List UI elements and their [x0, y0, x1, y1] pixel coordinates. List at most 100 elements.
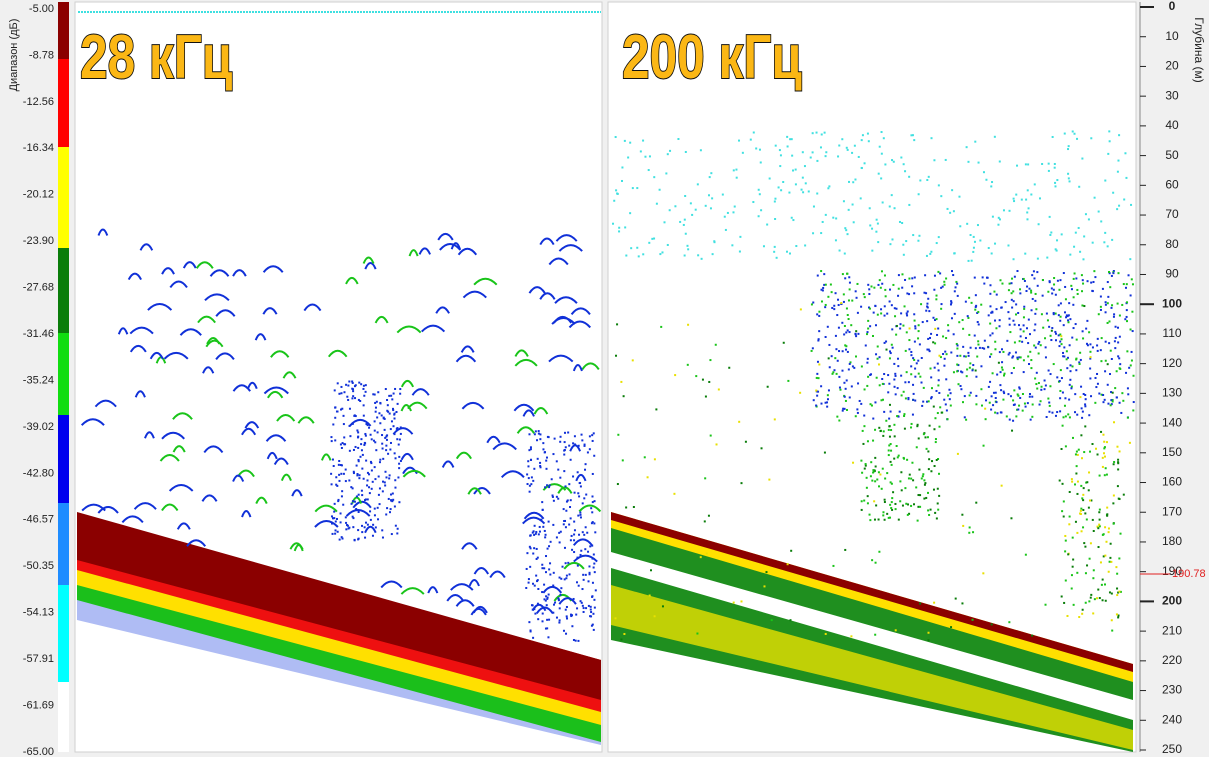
echo-dot — [714, 343, 717, 346]
echo-dot — [1050, 329, 1053, 332]
echo-dot — [546, 627, 549, 630]
echo-dot — [338, 392, 341, 395]
echo-dot — [926, 305, 929, 308]
echo-dot — [1050, 231, 1053, 234]
echo-dot — [1031, 634, 1034, 637]
echo-dot — [868, 293, 871, 296]
echo-dot — [543, 583, 546, 586]
echo-dot — [1110, 306, 1113, 309]
echo-dot — [758, 193, 761, 196]
echo-dot — [887, 428, 890, 431]
color-segment — [58, 147, 69, 248]
echo-dot — [839, 388, 842, 391]
echo-dot — [1013, 403, 1016, 406]
echo-dot — [1109, 286, 1112, 289]
depth-tick-label: 70 — [1165, 207, 1179, 221]
echo-dot — [987, 346, 990, 349]
echo-dot — [816, 372, 819, 375]
echo-dot — [1037, 342, 1040, 345]
echo-dot — [912, 392, 915, 395]
echo-dot — [906, 314, 909, 317]
echo-dot — [1008, 323, 1011, 326]
fish-arc — [421, 324, 446, 333]
echo-dot — [974, 347, 977, 350]
echo-dot — [857, 382, 860, 385]
echo-dot — [1090, 499, 1093, 502]
echo-dot — [901, 273, 904, 276]
echo-dot — [566, 617, 569, 620]
echo-dot — [545, 595, 548, 598]
fish-arc — [400, 404, 412, 412]
echo-dot — [822, 286, 825, 289]
echo-dot — [856, 282, 859, 285]
echo-dot — [927, 639, 930, 642]
echo-dot — [588, 565, 591, 568]
echo-dot — [1089, 596, 1092, 599]
echo-dot — [908, 348, 911, 351]
echo-dot — [351, 397, 354, 400]
echo-dot — [912, 357, 915, 360]
fish-arc — [273, 457, 289, 465]
echo-dot — [1129, 258, 1132, 261]
echo-dot — [1058, 288, 1061, 291]
echo-dot — [616, 192, 619, 195]
echo-dot — [884, 477, 887, 480]
echo-dot — [545, 467, 548, 470]
echo-dot — [820, 300, 823, 303]
echo-dot — [1112, 191, 1115, 194]
echo-dot — [795, 245, 798, 248]
echo-dot — [1030, 193, 1033, 196]
echo-dot — [1056, 376, 1059, 379]
echo-dot — [349, 435, 352, 438]
echo-dot — [374, 410, 377, 413]
echo-dot — [1108, 272, 1111, 275]
echo-dot — [353, 500, 356, 503]
echo-dot — [398, 438, 401, 441]
echo-dot — [897, 294, 900, 297]
echo-dot — [937, 236, 940, 239]
echo-dot — [944, 350, 947, 353]
echo-dot — [940, 195, 943, 198]
echo-dot — [905, 371, 908, 374]
bottom-band — [77, 512, 601, 700]
echo-dot — [533, 547, 536, 550]
echo-dot — [711, 197, 714, 200]
echo-dot — [885, 348, 888, 351]
echo-dot — [824, 401, 827, 404]
echo-dot — [553, 437, 556, 440]
echo-dot — [1025, 290, 1028, 293]
fish-arc — [402, 469, 426, 478]
echo-dot — [1110, 403, 1113, 406]
echo-dot — [897, 454, 900, 457]
echo-dot — [826, 398, 829, 401]
echo-dot — [1048, 404, 1051, 407]
echo-dot — [1122, 493, 1125, 496]
echo-dot — [621, 166, 624, 169]
echo-dot — [1017, 394, 1020, 397]
echo-dot — [848, 281, 851, 284]
depth-tick-label: 160 — [1162, 475, 1182, 489]
echo-dot — [533, 533, 536, 536]
echo-dot — [674, 374, 677, 377]
echo-dot — [373, 507, 376, 510]
fish-arc — [516, 426, 535, 434]
echo-dot — [541, 567, 544, 570]
echo-dot — [357, 431, 360, 434]
echo-dot — [833, 308, 836, 311]
echo-dot — [845, 146, 848, 149]
echo-dot — [351, 381, 354, 384]
echo-dot — [684, 194, 687, 197]
echo-dot — [919, 375, 922, 378]
echo-dot — [844, 344, 847, 347]
echo-dot — [1104, 526, 1107, 529]
echo-dot — [1118, 357, 1121, 360]
echo-dot — [372, 393, 375, 396]
echo-dot — [926, 302, 929, 305]
fish-arc — [460, 345, 475, 353]
echo-dot — [617, 433, 620, 436]
echo-dot — [883, 501, 886, 504]
echo-dot — [577, 639, 580, 642]
echo-dot — [815, 404, 818, 407]
echo-dot — [824, 155, 827, 158]
fish-arc — [80, 418, 105, 426]
